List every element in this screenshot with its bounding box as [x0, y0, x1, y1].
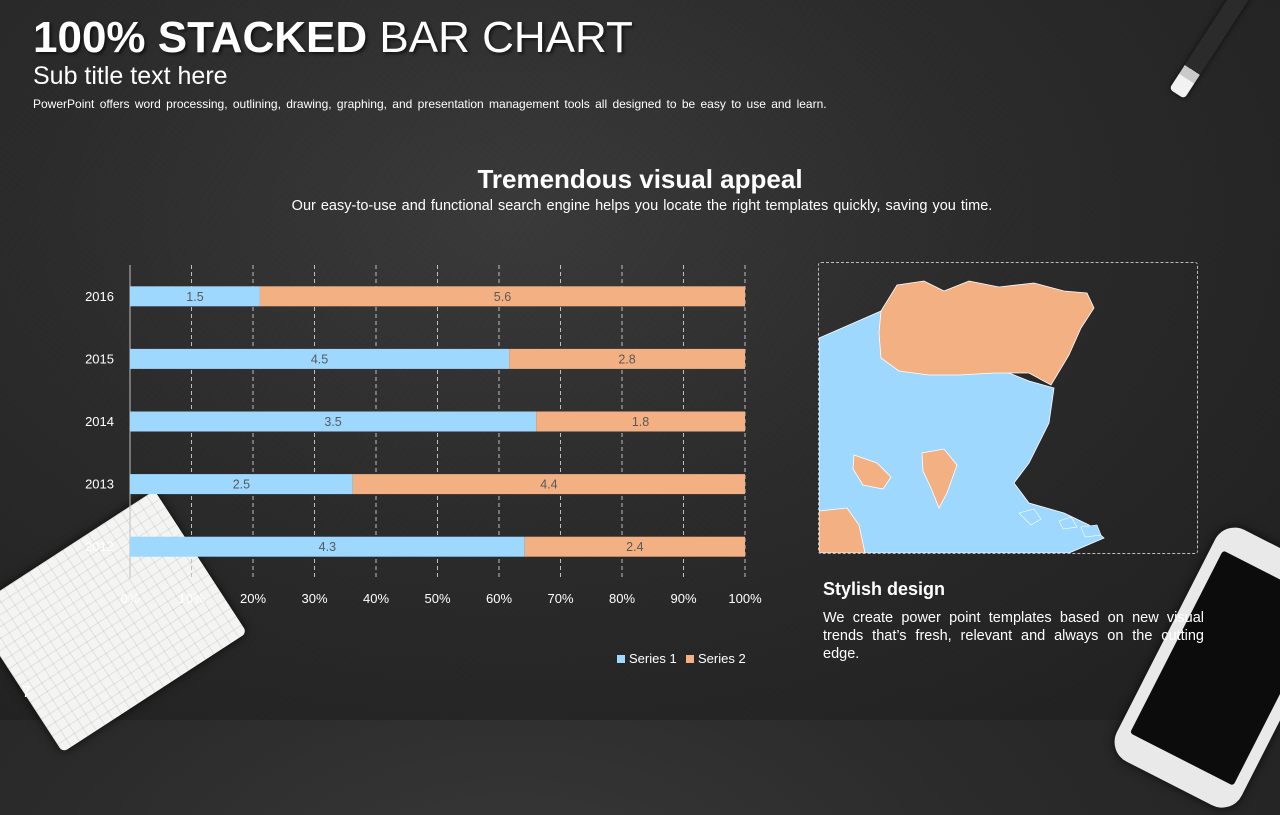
side-title: Stylish design: [823, 579, 946, 599]
map-arabia-region: [852, 454, 892, 490]
slide-description: PowerPoint offers word processing, outli…: [33, 97, 827, 111]
slide-subtitle: Sub title text here: [33, 62, 228, 90]
category-label: 2015: [85, 351, 114, 366]
x-tick-label: 70%: [547, 591, 573, 606]
category-label: 2013: [85, 477, 114, 492]
x-tick-label: 100%: [728, 591, 762, 606]
data-label-series1: 2.5: [233, 478, 250, 492]
section-title: Tremendous visual appeal: [477, 164, 803, 194]
bar-series2: [536, 411, 745, 432]
title-bold: 100% STACKED: [33, 13, 368, 62]
data-label-series2: 1.8: [632, 415, 649, 429]
bar-series1: [130, 474, 353, 495]
category-label: 2016: [85, 289, 114, 304]
legend-label-series1: Series 1: [629, 651, 677, 666]
legend-swatch-series2: [686, 655, 694, 663]
data-label-series2: 2.4: [626, 540, 643, 554]
map-india-region: [921, 448, 958, 509]
legend-label-series2: Series 2: [698, 651, 746, 666]
x-tick-label: 40%: [363, 591, 389, 606]
bar-series1: [130, 348, 510, 369]
asia-map-icon: [819, 280, 1105, 553]
bar-series2: [509, 348, 745, 369]
data-label-series1: 3.5: [324, 415, 341, 429]
section-description: Our easy-to-use and functional search en…: [291, 198, 993, 214]
bar-series1: [130, 411, 537, 432]
map-africa-region: [819, 507, 866, 553]
stacked-bar-chart: 0% 10% 20% 30% 40% 50% 60% 70% 80% 90% 100% 4.3 2.4 2…: [85, 265, 762, 666]
bar-series2: [524, 536, 745, 557]
category-label: 2014: [85, 414, 114, 429]
data-label-series2: 5.6: [494, 290, 511, 304]
data-label-series2: 4.4: [540, 478, 557, 492]
slide-title: 100% STACKED BAR CHART: [33, 12, 633, 64]
map-russia-region: [878, 280, 1095, 386]
bar-series1: [130, 536, 525, 557]
data-label-series1: 4.3: [319, 540, 336, 554]
x-tick-label: 50%: [424, 591, 450, 606]
data-label-series1: 4.5: [311, 352, 328, 366]
side-text: We create power point templates based on…: [823, 610, 1204, 662]
data-label-series2: 2.8: [618, 352, 635, 366]
x-tick-label: 80%: [609, 591, 635, 606]
legend-swatch-series1: [617, 655, 625, 663]
asia-map-frame: [818, 262, 1198, 554]
category-label: 2012: [85, 539, 114, 554]
x-tick-label: 90%: [670, 591, 696, 606]
x-tick-label: 10%: [178, 591, 204, 606]
x-tick-label: 60%: [486, 591, 512, 606]
data-label-series1: 1.5: [186, 290, 203, 304]
bar-series2: [259, 286, 745, 307]
x-tick-label: 0%: [121, 591, 140, 606]
x-tick-label: 30%: [301, 591, 327, 606]
map-islands-region: [1018, 508, 1102, 538]
page-number: 7: [22, 684, 31, 701]
title-light: BAR CHART: [379, 13, 633, 62]
x-tick-label: 20%: [240, 591, 266, 606]
bar-series2: [352, 474, 745, 495]
bar-series1: [130, 286, 260, 307]
